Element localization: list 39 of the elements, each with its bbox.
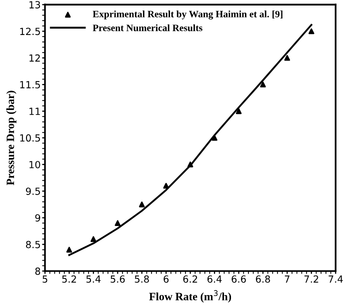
point: [308, 28, 314, 34]
y-tick-label: 9.5: [26, 188, 40, 195]
y-tick-label: 12: [30, 54, 40, 62]
x-tick-label: 6.6: [232, 275, 246, 283]
point: [114, 220, 121, 226]
y-tick-label: 13: [30, 1, 40, 8]
y-tick-label: 8.5: [26, 240, 40, 248]
point: [66, 246, 72, 253]
x-tick-label: 6.4: [207, 275, 222, 283]
y-tick-label: 12.5: [20, 28, 40, 36]
y-tick-label: 9: [35, 214, 40, 222]
x-tick-label: 5.4: [86, 276, 101, 283]
point: [260, 82, 266, 88]
x-tick-label: 6.2: [183, 275, 198, 283]
x-tick-label: 6: [164, 275, 169, 283]
x-tick-label: 5.8: [134, 275, 149, 283]
x-tick-label: 5.2: [62, 275, 76, 283]
line-series: [68, 24, 312, 256]
legend-label: Exprimental Result by Wang Haimin et al. [9]: [92, 10, 282, 20]
point: [284, 55, 290, 61]
point: [90, 236, 96, 242]
legend-label: Present Numerical Results: [92, 24, 202, 32]
point: [187, 162, 194, 168]
x-tick-label: 7.2: [304, 275, 318, 283]
y-tick-label: 8: [35, 268, 40, 275]
point: [236, 108, 242, 114]
y-tick-label: 10: [30, 160, 40, 168]
x-tick-label: 6.8: [256, 275, 270, 283]
point: [163, 182, 169, 189]
x-axis-title: Flow Rate (m$^{3}$/h): [149, 290, 232, 303]
x-tick-label: 7.4: [328, 276, 343, 283]
y-axis-title: Pressure Drop (bar): [6, 90, 16, 186]
point: [138, 202, 145, 208]
y-tick-label: 11.5: [20, 81, 40, 88]
y-tick-label: 10.5: [20, 134, 40, 142]
x-tick-label: 5.6: [110, 275, 125, 283]
y-tick-label: 11: [30, 108, 40, 115]
x-tick-label: 7: [284, 276, 290, 283]
x-tick-label: 5: [42, 276, 48, 283]
